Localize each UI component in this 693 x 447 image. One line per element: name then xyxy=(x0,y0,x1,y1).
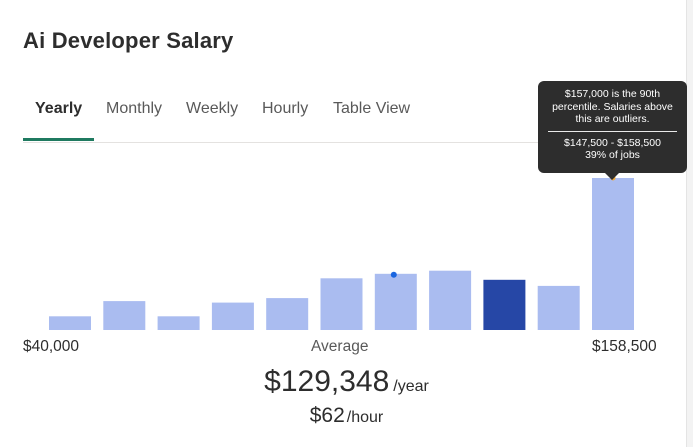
histogram-bar[interactable] xyxy=(49,316,91,330)
tooltip-text-line3: this are outliers. xyxy=(575,113,650,125)
histogram-bar[interactable] xyxy=(320,278,363,330)
histogram-bar[interactable] xyxy=(537,285,580,330)
scrollbar-track[interactable] xyxy=(686,0,693,447)
histogram-bar[interactable] xyxy=(374,273,417,330)
yearly-amount: $129,348 xyxy=(264,365,390,398)
histogram-bar[interactable] xyxy=(103,301,146,330)
page-title: Ai Developer Salary xyxy=(23,28,234,53)
histogram-bar[interactable] xyxy=(157,316,200,330)
tooltip-divider xyxy=(548,130,677,132)
tab-hourly[interactable]: Hourly xyxy=(262,100,309,117)
axis-min-label: $40,000 xyxy=(23,338,80,355)
histogram-bar[interactable] xyxy=(266,298,309,330)
histogram-bar[interactable] xyxy=(429,270,472,330)
tooltip-text-line2: percentile. Salaries above xyxy=(552,100,673,113)
tab-monthly[interactable]: Monthly xyxy=(106,100,163,117)
pay-period-tabs: Yearly Monthly Weekly Hourly Table View xyxy=(23,92,667,143)
axis-average-label: Average xyxy=(311,338,369,355)
tab-yearly[interactable]: Yearly xyxy=(35,100,83,117)
tooltip-range: $147,500 - $158,500 xyxy=(564,136,661,149)
average-yearly-salary: $129,348/year xyxy=(0,365,693,399)
tab-table-view[interactable]: Table View xyxy=(333,100,411,117)
tab-weekly[interactable]: Weekly xyxy=(186,100,239,117)
active-tab-indicator xyxy=(23,138,94,141)
tooltip-text-line1: $157,000 is the 90th xyxy=(564,88,661,100)
hourly-amount: $62 xyxy=(309,404,345,427)
histogram-bar-average[interactable] xyxy=(483,279,526,330)
percentile-tooltip: $157,000 is the 90th percentile. Salarie… xyxy=(538,81,687,180)
hourly-unit: /hour xyxy=(346,409,384,426)
histogram-bar[interactable] xyxy=(211,302,254,330)
yearly-unit: /year xyxy=(393,378,429,395)
axis-max-label: $158,500 xyxy=(592,338,657,355)
average-hourly-salary: $62/hour xyxy=(0,404,693,428)
tooltip-share: 39% of jobs xyxy=(585,149,640,161)
histogram-bar[interactable] xyxy=(592,178,634,330)
